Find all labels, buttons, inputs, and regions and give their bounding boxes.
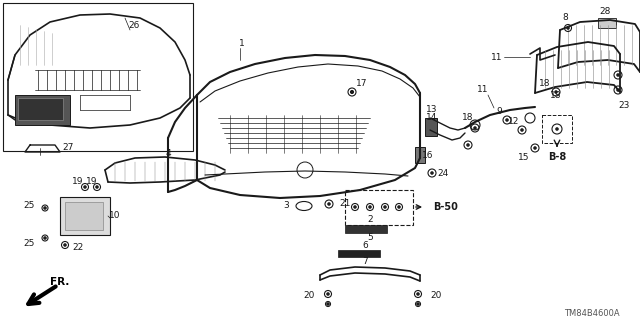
Circle shape	[351, 91, 353, 93]
Bar	[60, 197, 110, 235]
Ellipse shape	[296, 202, 312, 211]
Bar	[15, 95, 70, 125]
Text: 18: 18	[540, 78, 551, 87]
Circle shape	[467, 144, 469, 146]
Text: 21: 21	[339, 199, 350, 209]
Text: 11: 11	[490, 53, 502, 62]
Circle shape	[44, 207, 46, 209]
Text: TM84B4600A: TM84B4600A	[564, 308, 620, 317]
Bar	[3, 3, 193, 151]
Bar	[18, 98, 63, 120]
Circle shape	[617, 89, 620, 91]
Circle shape	[506, 119, 508, 121]
Text: 28: 28	[599, 8, 611, 17]
Text: B-50: B-50	[433, 202, 458, 212]
Text: 26: 26	[128, 21, 140, 31]
Circle shape	[567, 27, 569, 29]
Text: 18: 18	[462, 114, 474, 122]
Circle shape	[555, 91, 557, 93]
Text: FR.: FR.	[51, 277, 70, 287]
Bar	[542, 115, 572, 143]
Text: 19: 19	[72, 176, 84, 186]
Bar	[425, 118, 437, 136]
Circle shape	[384, 206, 386, 208]
Circle shape	[327, 293, 329, 295]
Bar	[345, 190, 413, 225]
Text: 6: 6	[362, 241, 368, 249]
Circle shape	[521, 129, 524, 131]
Circle shape	[417, 293, 419, 295]
Text: 17: 17	[356, 79, 368, 88]
Circle shape	[534, 147, 536, 149]
Text: 18: 18	[550, 92, 562, 100]
Bar	[598, 18, 616, 28]
Text: 1: 1	[239, 40, 245, 48]
Text: B-8: B-8	[548, 152, 566, 162]
Circle shape	[354, 206, 356, 208]
Circle shape	[556, 128, 558, 130]
Text: 16: 16	[422, 151, 434, 160]
Circle shape	[474, 127, 476, 129]
Bar	[338, 250, 380, 257]
Circle shape	[617, 74, 620, 76]
Text: 19: 19	[86, 176, 98, 186]
Text: 14: 14	[426, 114, 438, 122]
Circle shape	[64, 244, 66, 246]
Text: 5: 5	[367, 233, 373, 241]
Text: 13: 13	[426, 106, 438, 115]
Text: 20: 20	[430, 291, 442, 300]
Bar	[65, 202, 103, 230]
Circle shape	[96, 186, 98, 188]
Text: 9: 9	[496, 107, 502, 115]
Text: 24: 24	[437, 168, 449, 177]
Text: 10: 10	[109, 211, 121, 220]
Text: 4: 4	[165, 149, 171, 158]
Circle shape	[44, 237, 46, 239]
Text: 23: 23	[618, 101, 630, 110]
Text: 25: 25	[24, 239, 35, 248]
Text: 7: 7	[362, 257, 368, 266]
Text: 20: 20	[303, 291, 315, 300]
Circle shape	[431, 172, 433, 174]
Text: 12: 12	[508, 117, 520, 127]
Circle shape	[369, 206, 371, 208]
Circle shape	[398, 206, 400, 208]
Bar	[415, 147, 425, 163]
Text: 8: 8	[562, 13, 568, 23]
Circle shape	[417, 303, 419, 305]
Text: 2: 2	[367, 216, 373, 225]
Text: 3: 3	[284, 202, 289, 211]
Text: 11: 11	[477, 85, 489, 94]
Circle shape	[327, 303, 329, 305]
Bar	[345, 225, 387, 233]
Circle shape	[84, 186, 86, 188]
Text: 25: 25	[24, 201, 35, 210]
Circle shape	[328, 203, 330, 205]
Text: 22: 22	[72, 243, 84, 253]
Text: 15: 15	[518, 152, 530, 161]
Text: 27: 27	[62, 144, 74, 152]
